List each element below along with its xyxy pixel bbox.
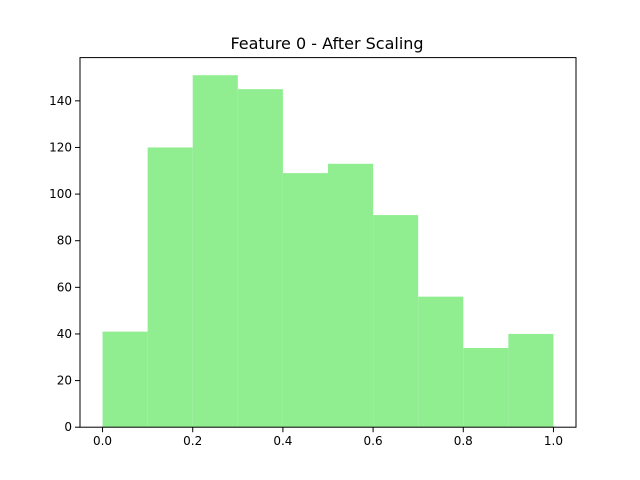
x-tick-label-2: 0.4 (273, 434, 292, 448)
histogram-bar-4 (282, 173, 328, 428)
y-tick-label-2: 40 (57, 327, 72, 341)
histogram-bar-2 (192, 75, 238, 428)
y-tick-label-7: 140 (49, 94, 72, 108)
histogram-bar-3 (237, 89, 283, 428)
histogram-bars (102, 75, 554, 428)
histogram-bar-0 (102, 331, 148, 428)
x-tick-label-1: 0.2 (183, 434, 202, 448)
x-tick-label-3: 0.6 (364, 434, 383, 448)
y-tick-label-4: 80 (57, 234, 72, 248)
x-tick-label-0: 0.0 (93, 434, 112, 448)
chart-title: Feature 0 - After Scaling (230, 34, 423, 53)
y-tick-label-3: 60 (57, 280, 72, 294)
histogram-bar-6 (373, 215, 419, 428)
y-tick-label-1: 20 (57, 374, 72, 388)
y-axis: 0 20 40 60 80 100 120 140 (49, 94, 80, 434)
histogram-bar-9 (508, 333, 554, 428)
plot-frame (79, 57, 577, 428)
x-tick-label-4: 0.8 (454, 434, 473, 448)
x-axis: 0.0 0.2 0.4 0.6 0.8 1.0 (93, 427, 563, 448)
y-tick-label-6: 120 (49, 140, 72, 154)
histogram-bar-1 (147, 147, 193, 428)
histogram-bar-8 (463, 347, 509, 428)
x-tick-label-5: 1.0 (544, 434, 563, 448)
y-tick-label-5: 100 (49, 187, 72, 201)
y-tick-label-0: 0 (64, 420, 72, 434)
histogram-bar-5 (328, 163, 374, 428)
histogram-bar-7 (418, 296, 464, 428)
